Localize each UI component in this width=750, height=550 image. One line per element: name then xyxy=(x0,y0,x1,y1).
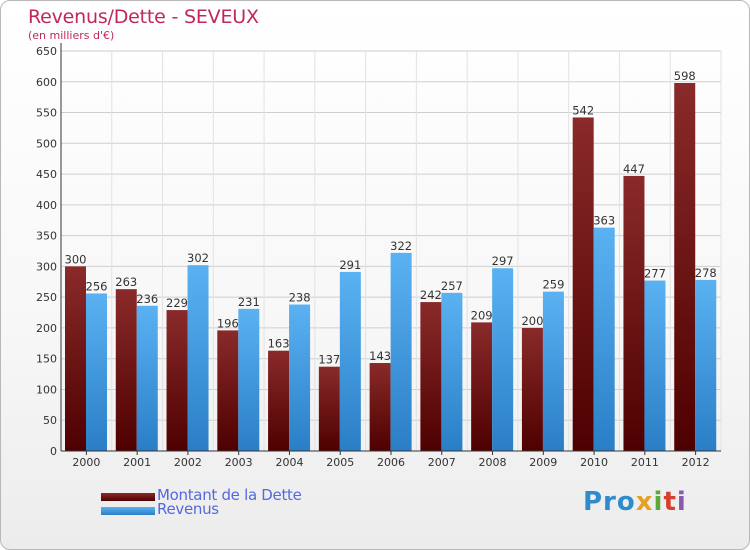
bar-debt xyxy=(166,310,188,451)
data-label-debt: 300 xyxy=(65,252,87,266)
y-tick-label: 550 xyxy=(36,107,57,120)
data-label-revenus: 259 xyxy=(542,278,564,292)
x-tick-label: 2000 xyxy=(72,456,100,469)
data-label-debt: 196 xyxy=(217,316,239,330)
bar-revenus xyxy=(644,280,666,451)
bar-debt xyxy=(674,83,696,451)
data-label-revenus: 256 xyxy=(86,279,108,293)
y-tick-label: 600 xyxy=(36,76,57,89)
legend-swatch-revenus xyxy=(101,507,155,515)
x-tick-label: 2008 xyxy=(479,456,507,469)
data-label-revenus: 322 xyxy=(390,239,412,253)
data-label-revenus: 257 xyxy=(441,279,463,293)
bar-revenus xyxy=(390,252,412,451)
x-tick-label: 2006 xyxy=(377,456,405,469)
x-tick-label: 2010 xyxy=(580,456,608,469)
bar-revenus xyxy=(289,304,311,451)
bar-debt xyxy=(623,175,645,451)
y-tick-label: 250 xyxy=(36,291,57,304)
data-label-debt: 229 xyxy=(166,296,188,310)
x-tick-label: 2007 xyxy=(428,456,456,469)
data-label-revenus: 297 xyxy=(492,254,514,268)
y-tick-label: 400 xyxy=(36,199,57,212)
data-label-debt: 137 xyxy=(318,353,340,367)
data-label-revenus: 291 xyxy=(339,258,361,272)
logo-part-2: x xyxy=(635,487,654,517)
data-label-revenus: 363 xyxy=(593,214,615,228)
y-tick-label: 200 xyxy=(36,322,57,335)
bar-revenus xyxy=(593,227,615,451)
bar-revenus xyxy=(187,265,209,451)
data-label-debt: 598 xyxy=(674,69,696,83)
bar-revenus xyxy=(441,292,463,451)
logo-part-5: i xyxy=(676,487,687,517)
x-tick-label: 2002 xyxy=(174,456,202,469)
data-label-revenus: 238 xyxy=(289,291,311,305)
data-label-debt: 209 xyxy=(471,308,493,322)
logo-part-1: Pro xyxy=(583,487,636,517)
y-tick-label: 0 xyxy=(50,445,57,458)
bar-debt xyxy=(65,266,86,451)
data-label-revenus: 277 xyxy=(644,267,666,281)
x-tick-label: 2001 xyxy=(123,456,151,469)
data-label-revenus: 231 xyxy=(238,295,260,309)
bar-debt xyxy=(318,366,340,451)
data-label-revenus: 278 xyxy=(695,266,717,280)
logo-part-4: t xyxy=(663,487,677,517)
bar-debt xyxy=(521,327,543,451)
logo-part-3: i xyxy=(653,487,664,517)
bar-debt xyxy=(420,302,442,451)
y-tick-label: 350 xyxy=(36,230,57,243)
bar-revenus xyxy=(238,308,260,451)
legend-label-revenus: Revenus xyxy=(157,500,219,518)
x-tick-label: 2004 xyxy=(275,456,303,469)
data-label-debt: 447 xyxy=(623,162,645,176)
y-tick-label: 650 xyxy=(36,45,57,58)
bar-debt xyxy=(268,350,290,451)
chart-subtitle: (en milliers d'€) xyxy=(28,29,115,42)
bar-debt xyxy=(217,330,239,451)
data-label-debt: 263 xyxy=(115,275,137,289)
bar-debt xyxy=(471,322,493,451)
y-tick-label: 500 xyxy=(36,137,57,150)
legend-label-debt: Montant de la Dette xyxy=(157,486,302,504)
y-tick-label: 300 xyxy=(36,260,57,273)
bar-revenus xyxy=(86,293,107,451)
bar-debt xyxy=(572,117,594,451)
data-label-revenus: 236 xyxy=(136,292,158,306)
data-label-debt: 200 xyxy=(521,314,543,328)
bar-debt xyxy=(369,363,391,451)
x-tick-label: 2009 xyxy=(529,456,557,469)
data-label-revenus: 302 xyxy=(187,251,209,265)
y-tick-label: 100 xyxy=(36,383,57,396)
y-tick-label: 50 xyxy=(43,414,57,427)
y-tick-label: 150 xyxy=(36,353,57,366)
data-label-debt: 542 xyxy=(572,103,594,117)
x-tick-label: 2003 xyxy=(225,456,253,469)
data-label-debt: 163 xyxy=(268,337,290,351)
bar-revenus xyxy=(542,291,564,451)
y-tick-label: 450 xyxy=(36,168,57,181)
x-tick-label: 2005 xyxy=(326,456,354,469)
bar-revenus xyxy=(339,271,361,451)
data-label-debt: 143 xyxy=(369,349,391,363)
chart-title: Revenus/Dette - SEVEUX xyxy=(28,6,259,28)
proxiti-logo: Proxiti xyxy=(583,487,687,517)
bar-revenus xyxy=(695,279,717,451)
legend-swatch-debt xyxy=(101,493,155,501)
bar-revenus xyxy=(492,268,514,451)
bar-revenus xyxy=(136,305,158,451)
x-tick-label: 2012 xyxy=(682,456,710,469)
bar-debt xyxy=(115,289,137,451)
data-label-debt: 242 xyxy=(420,288,442,302)
x-tick-label: 2011 xyxy=(631,456,659,469)
